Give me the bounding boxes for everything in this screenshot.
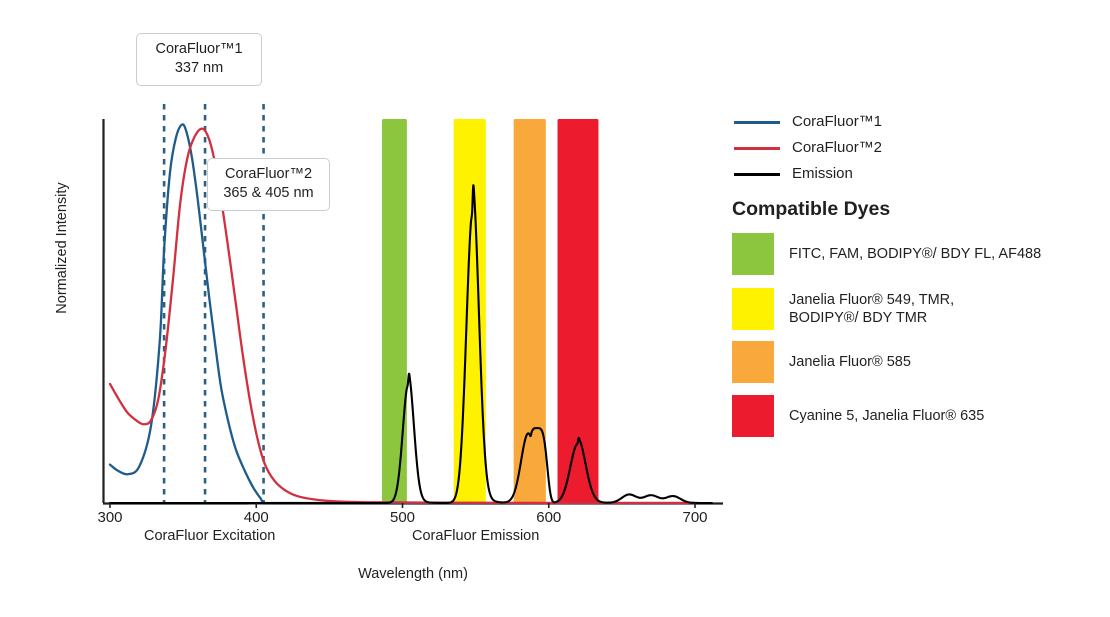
dye-row-3[interactable]: Janelia Fluor® 585 [732, 341, 1092, 383]
dye-label: Cyanine 5, Janelia Fluor® 635 [789, 407, 984, 425]
x-tick-label-400: 400 [243, 509, 269, 526]
dye-label-line2: BODIPY®/ BDY TMR [789, 310, 928, 326]
callout-corafluor-1-line2: 337 nm [174, 59, 224, 76]
dye-row-2[interactable]: Janelia Fluor® 549, TMR, BODIPY®/ BDY TMR [732, 288, 1092, 330]
emission-bands-layer [382, 119, 599, 504]
axes-lines [102, 119, 723, 505]
x-axis-ticks [109, 503, 696, 508]
dye-color-swatch [732, 341, 774, 383]
dye-color-swatch [732, 395, 774, 437]
dye-label-line1: Janelia Fluor® 549, TMR, [789, 292, 955, 308]
region-label-excitation: CoraFluor Excitation [144, 528, 276, 544]
emission-band-1 [382, 119, 407, 504]
dye-color-swatch [732, 233, 774, 275]
legend-line-swatch [734, 173, 780, 176]
y-axis-title: Normalized Intensity [54, 182, 70, 314]
region-label-emission: CoraFluor Emission [412, 528, 540, 544]
dye-label: FITC, FAM, BODIPY®/ BDY FL, AF488 [789, 245, 1041, 263]
x-tick-label-700: 700 [682, 509, 708, 526]
compatible-dyes-heading: Compatible Dyes [732, 198, 891, 220]
dye-color-swatch [732, 288, 774, 330]
plot-area: CoraFluor™1 337 nm CoraFluor™2 365 & 405… [54, 33, 723, 582]
curve-corafluor2 [108, 127, 697, 505]
dye-row-4[interactable]: Cyanine 5, Janelia Fluor® 635 [732, 395, 1092, 437]
spectra-plot-svg [102, 104, 723, 508]
callout-corafluor-2: CoraFluor™2 365 & 405 nm [207, 158, 330, 211]
legend-line-label: CoraFluor™2 [792, 139, 883, 156]
x-axis-title: Wavelength (nm) [358, 566, 468, 582]
x-tick-label-600: 600 [536, 509, 562, 526]
legend-line-swatch [734, 121, 780, 124]
x-tick-label-300: 300 [97, 509, 123, 526]
dye-label: Janelia Fluor® 585 [789, 353, 911, 371]
emission-band-4 [557, 119, 599, 504]
dye-label: Janelia Fluor® 549, TMR, BODIPY®/ BDY TMR [789, 291, 954, 327]
legend-area: CoraFluor™1 CoraFluor™2 Emission Compatibl… [730, 0, 1110, 612]
curve-corafluor1 [108, 123, 697, 505]
callout-corafluor-1-line1: CoraFluor™1 [155, 41, 243, 57]
legend-line-label: CoraFluor™1 [792, 113, 883, 130]
legend-line-label: Emission [792, 165, 853, 182]
x-tick-label-500: 500 [389, 509, 416, 526]
dye-label-line1: Cyanine 5, Janelia Fluor® 635 [789, 408, 985, 424]
dye-row-1[interactable]: FITC, FAM, BODIPY®/ BDY FL, AF488 [732, 233, 1092, 275]
emission-band-3 [513, 119, 546, 504]
callout-corafluor-2-line1: CoraFluor™2 [224, 166, 313, 182]
dye-label-line1: Janelia Fluor® 585 [789, 354, 911, 370]
emission-band-2 [453, 119, 486, 504]
curve-emission [108, 184, 714, 505]
legend-line-swatch [734, 147, 780, 150]
spectra-curves-layer [108, 123, 714, 505]
callout-corafluor-2-line2: 365 & 405 nm [223, 184, 314, 201]
callout-corafluor-1: CoraFluor™1 337 nm [136, 33, 262, 86]
dye-label-line1: FITC, FAM, BODIPY®/ BDY FL, AF488 [789, 246, 1042, 262]
